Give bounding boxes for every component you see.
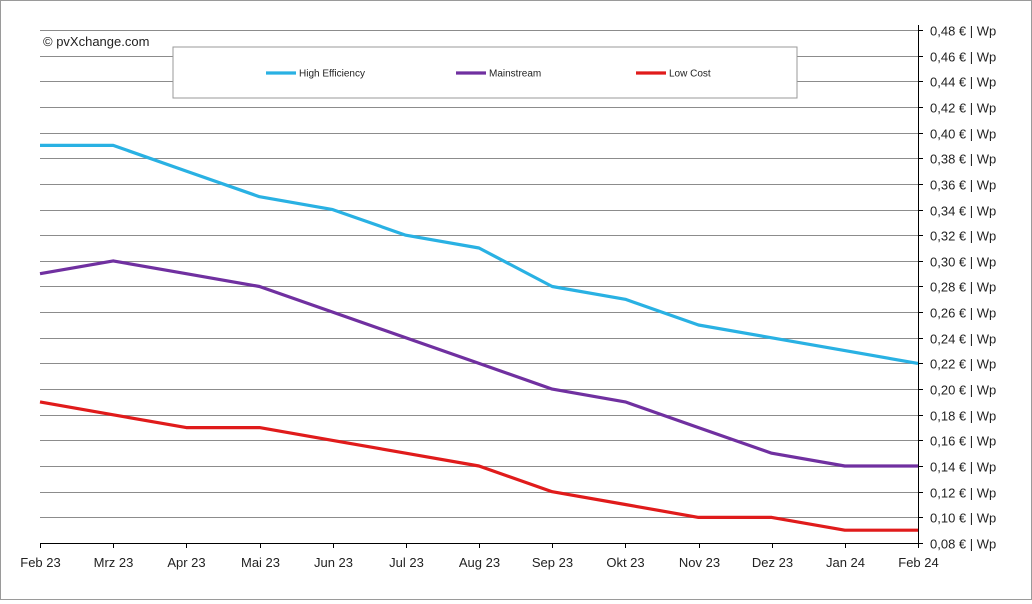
y-tick-label: 0,44 € | Wp bbox=[930, 75, 996, 90]
y-tick-label: 0,22 € | Wp bbox=[930, 357, 996, 372]
y-tick-label: 0,20 € | Wp bbox=[930, 383, 996, 398]
x-tick-label: Jul 23 bbox=[389, 555, 424, 570]
x-tick-label: Feb 23 bbox=[20, 555, 60, 570]
x-axis-ticks: Feb 23 Mrz 23 Apr 23 Mai 23 Jun 23 Jul 23 Aug … bbox=[20, 543, 939, 570]
y-tick-label: 0,28 € | Wp bbox=[930, 280, 996, 295]
y-tick-label: 0,38 € | Wp bbox=[930, 152, 996, 167]
legend-label-mainstream: Mainstream bbox=[489, 69, 541, 80]
y-tick-label: 0,26 € | Wp bbox=[930, 306, 996, 321]
y-tick-label: 0,34 € | Wp bbox=[930, 204, 996, 219]
x-tick-label: Mrz 23 bbox=[94, 555, 134, 570]
legend-label-high-efficiency: High Efficiency bbox=[299, 69, 365, 80]
x-tick-label: Aug 23 bbox=[459, 555, 500, 570]
series-lines bbox=[39, 143, 919, 532]
y-tick-label: 0,42 € | Wp bbox=[930, 101, 996, 116]
copyright-text: © pvXchange.com bbox=[43, 34, 149, 49]
y-tick-label: 0,40 € | Wp bbox=[930, 127, 996, 142]
x-tick-label: Apr 23 bbox=[167, 555, 205, 570]
y-tick-label: 0,24 € | Wp bbox=[930, 332, 996, 347]
x-tick-label: Nov 23 bbox=[679, 555, 720, 570]
legend-label-low-cost: Low Cost bbox=[669, 69, 711, 80]
x-tick-label: Okt 23 bbox=[606, 555, 644, 570]
x-tick-label: Feb 24 bbox=[898, 555, 938, 570]
x-tick-label: Jun 23 bbox=[314, 555, 353, 570]
y-tick-label: 0,30 € | Wp bbox=[930, 255, 996, 270]
x-tick-label: Dez 23 bbox=[752, 555, 793, 570]
y-tick-label: 0,36 € | Wp bbox=[930, 178, 996, 193]
y-tick-label: 0,18 € | Wp bbox=[930, 409, 996, 424]
x-tick-label: Mai 23 bbox=[241, 555, 280, 570]
y-tick-label: 0,14 € | Wp bbox=[930, 460, 996, 475]
y-tick-label: 0,12 € | Wp bbox=[930, 486, 996, 501]
legend: High Efficiency Mainstream Low Cost bbox=[172, 46, 798, 99]
y-tick-label: 0,32 € | Wp bbox=[930, 229, 996, 244]
y-axis-ticks: 0,48 € | Wp 0,46 € | Wp 0,44 € | Wp 0,42 € … bbox=[918, 24, 996, 552]
series-line-mainstream bbox=[39, 259, 918, 468]
x-tick-label: Jan 24 bbox=[826, 555, 865, 570]
y-tick-label: 0,08 € | Wp bbox=[930, 537, 996, 552]
series-line-high-efficiency bbox=[40, 143, 919, 365]
x-tick-label: Sep 23 bbox=[532, 555, 573, 570]
y-tick-label: 0,16 € | Wp bbox=[930, 434, 996, 449]
y-tick-label: 0,10 € | Wp bbox=[930, 511, 996, 526]
series-line-low-cost bbox=[39, 400, 918, 532]
y-tick-label: 0,46 € | Wp bbox=[930, 50, 996, 65]
y-tick-label: 0,48 € | Wp bbox=[930, 24, 996, 39]
